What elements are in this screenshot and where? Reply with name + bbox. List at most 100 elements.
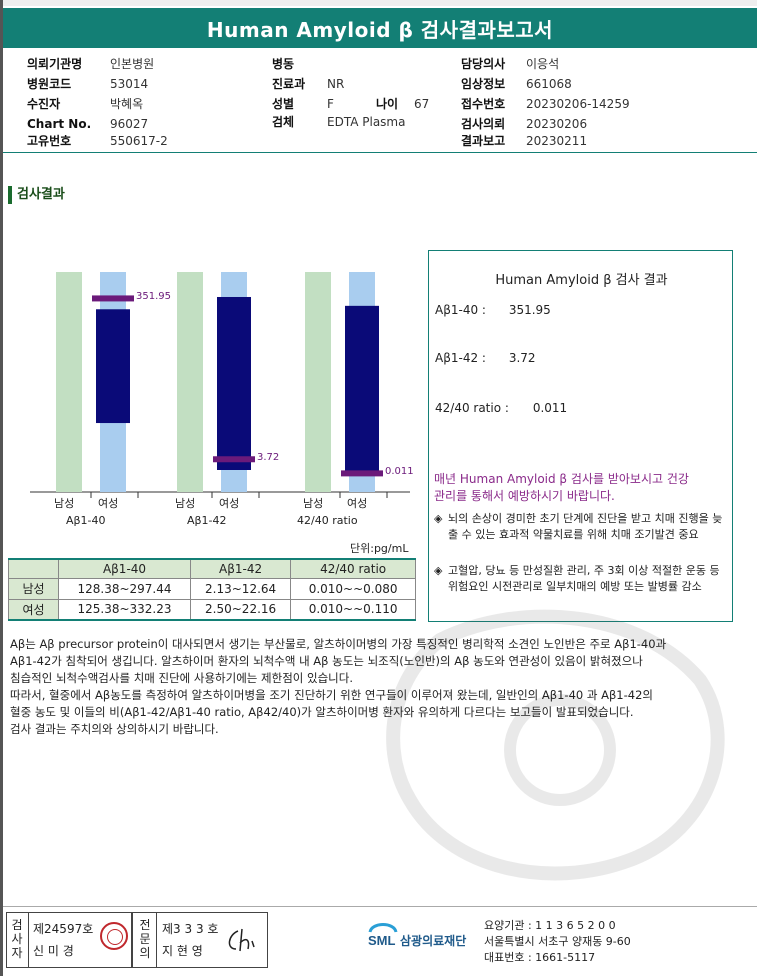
info-value: 20230206 — [526, 117, 588, 131]
vertical-char: 검 — [11, 918, 23, 932]
male-bar — [177, 272, 203, 492]
value-label: 0.011 — [385, 466, 414, 478]
result-label: Aβ1-42 : — [435, 351, 486, 365]
info-label: 나이 — [376, 97, 399, 111]
row-header: 여성 — [8, 598, 59, 621]
header-divider — [3, 152, 757, 153]
footer-divider — [3, 906, 757, 907]
chart-svg — [30, 272, 410, 498]
result-note-line: 관리를 통해서 예방하시기 바랍니다. — [434, 489, 615, 503]
vertical-char: 자 — [11, 946, 23, 960]
female-axis-label: 여성 — [98, 497, 119, 510]
result-value: 3.72 — [508, 351, 536, 365]
description-line: 침습적인 뇌척수액검사를 치매 진단에 사용하기에는 제한점이 있습니다. — [10, 671, 353, 685]
result-line: Aβ1-40 : 351.95 — [435, 303, 551, 317]
org-info-line: 서울특별시 서초구 양재동 9-60 — [484, 935, 631, 948]
info-value: 인본병원 — [110, 57, 155, 71]
info-value: 이응석 — [526, 57, 560, 71]
row-header: 남성 — [8, 577, 59, 600]
info-label: 접수번호 — [461, 97, 506, 111]
reference-range-bar — [345, 305, 379, 476]
description-line: 검사 결과는 주치의와 상의하시기 바랍니다. — [10, 722, 219, 736]
male-bar — [305, 272, 331, 492]
value-marker — [92, 295, 134, 302]
examiner-box — [6, 912, 132, 968]
amyloid-chart: 351.95 남성 여성 Aβ1-40 3.72 남성 여성 Aβ1-42 0.011 남성 여성 4… — [20, 262, 430, 552]
doctor-name: 지 현 영 — [162, 944, 203, 958]
doctor-divider — [156, 912, 157, 968]
vertical-char: 사 — [11, 932, 23, 946]
result-bullet: ◈ 고혈압, 당뇨 등 만성질환 관리, 주 3회 이상 적절한 운동 등 위험… — [434, 563, 729, 593]
info-value: 박혜옥 — [110, 97, 144, 111]
section-title: 검사결과 — [8, 186, 65, 204]
examiner-name: 신 미 경 — [33, 944, 74, 958]
description-line: Aβ1-42가 침착되어 생깁니다. 알츠하이머 환자의 뇌척수액 내 Aβ 농… — [10, 654, 643, 668]
table-cell: 0.010~~0.110 — [290, 598, 416, 621]
result-box-title: Human Amyloid β 검사 결과 — [495, 273, 668, 288]
value-label: 351.95 — [136, 291, 171, 303]
info-value: 96027 — [110, 117, 149, 131]
doctor-number: 제3 3 3 호 — [162, 922, 219, 936]
info-value: 20230211 — [526, 134, 588, 148]
info-label: 병원코드 — [27, 77, 72, 91]
logo-text: SML — [368, 933, 396, 948]
result-value: 351.95 — [508, 303, 551, 317]
report-title: Human Amyloid β 검사결과보고서 — [3, 8, 757, 48]
info-value: 550617-2 — [110, 134, 168, 148]
result-label: 42/40 ratio : — [435, 401, 509, 415]
description-line: 혈중 농도 및 이들의 비(Aβ1-42/Aβ1-40 ratio, Aβ42/… — [10, 705, 634, 719]
doctor-box — [132, 912, 268, 968]
male-bar — [56, 272, 82, 492]
watermark-icon — [386, 609, 725, 881]
reference-range-bar — [96, 309, 130, 424]
female-axis-label: 여성 — [347, 497, 368, 510]
info-value: 53014 — [110, 77, 149, 91]
group-label: 42/40 ratio — [297, 514, 358, 527]
examiner-divider — [28, 912, 29, 968]
male-axis-label: 남성 — [54, 497, 75, 510]
info-label: 진료과 — [272, 77, 306, 91]
diamond-bullet-icon: ◈ — [434, 512, 443, 525]
table-cell: 2.50~22.16 — [189, 598, 292, 621]
table-cell: 128.38~297.44 — [58, 577, 191, 600]
description: Aβ는 Aβ precursor protein이 대사되면서 생기는 부산물로… — [10, 636, 750, 738]
info-label: 검사의뢰 — [461, 117, 506, 131]
result-label: Aβ1-40 : — [435, 303, 486, 317]
female-axis-label: 여성 — [219, 497, 240, 510]
vertical-char: 전 — [139, 918, 151, 932]
info-label: 고유번호 — [27, 134, 72, 148]
table-row: 남성 128.38~297.44 2.13~12.64 0.010~~0.080 — [8, 577, 416, 600]
table-header: Aβ1-40 — [58, 558, 191, 579]
value-marker — [341, 470, 383, 477]
vertical-char: 문 — [139, 932, 151, 946]
result-note: 매년 Human Amyloid β 검사를 받아보시고 건강 관리를 통해서 … — [434, 471, 729, 505]
org-name: 삼광의료재단 — [400, 934, 467, 948]
info-label: 임상정보 — [461, 77, 506, 91]
table-cell: 0.010~~0.080 — [290, 577, 416, 600]
result-line: Aβ1-42 : 3.72 — [435, 351, 536, 365]
unit-label: 단위:pg/mL — [350, 542, 409, 555]
org-info-line: 요양기관 : 1 1 3 6 5 2 0 0 — [484, 919, 616, 932]
reference-table: Aβ1-40 Aβ1-42 42/40 ratio 남성 128.38~297.… — [8, 558, 416, 621]
group-label: Aβ1-40 — [66, 514, 106, 527]
page-left-edge — [0, 0, 3, 976]
sml-logo-icon: SML — [368, 923, 398, 948]
examiner-vertical-label: 검 사 자 — [10, 918, 24, 960]
bullet-text: 뇌의 손상이 경미한 초기 단계에 진단을 받고 치매 진행을 늦출 수 있는 … — [448, 512, 723, 541]
info-label: 성별 — [272, 97, 295, 111]
info-value: NR — [327, 77, 345, 91]
page-top-edge — [0, 0, 757, 6]
doctor-vertical-label: 전 문 의 — [138, 918, 152, 960]
description-line: 따라서, 혈중에서 Aβ농도를 측정하여 알츠하이머병을 조기 진단하기 위한 … — [10, 688, 653, 702]
description-line: Aβ는 Aβ precursor protein이 대사되면서 생기는 부산물로… — [10, 637, 667, 651]
result-box: Human Amyloid β 검사 결과 Aβ1-40 : 351.95 Aβ… — [428, 250, 733, 622]
examiner-number: 제24597호 — [33, 922, 94, 936]
table-header-row: Aβ1-40 Aβ1-42 42/40 ratio — [8, 558, 416, 579]
info-label: 의뢰기관명 — [27, 57, 83, 71]
info-value: 67 — [414, 97, 430, 111]
info-label: Chart No. — [27, 117, 92, 131]
info-value: EDTA Plasma — [327, 115, 406, 129]
info-label: 결과보고 — [461, 134, 506, 148]
male-axis-label: 남성 — [175, 497, 196, 510]
result-value: 0.011 — [532, 401, 568, 415]
